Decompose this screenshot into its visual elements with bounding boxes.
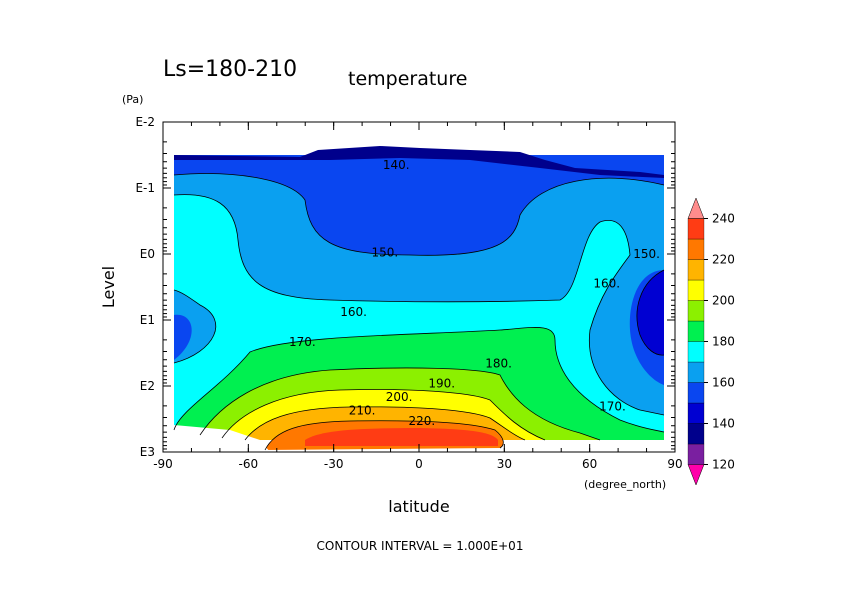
x-tick-label: 60 <box>582 457 597 471</box>
colorbar-swatch <box>687 320 705 342</box>
colorbar-label: 140 <box>712 417 735 431</box>
colorbar-swatch <box>687 402 705 424</box>
y-axis-label: Level <box>99 266 118 308</box>
colorbar-label: 120 <box>712 458 735 472</box>
colorbar-label: 240 <box>712 212 735 226</box>
contour-label-layer: 140. 150. 150. 160. 160. 170. 180. 190. 200. 210.… <box>289 158 660 428</box>
y-axis-units: (Pa) <box>122 93 143 106</box>
y-tick-label: E0 <box>140 247 155 261</box>
region-mask-bottom-right <box>560 442 675 452</box>
colorbar-swatch <box>687 382 705 404</box>
contour-label: 150. <box>633 247 660 261</box>
colorbar-swatch <box>687 361 705 383</box>
colorbar-swatch <box>687 197 705 219</box>
x-tick-label: -90 <box>153 457 173 471</box>
contour-160-left <box>173 289 217 364</box>
contour-label: 200. <box>386 390 413 404</box>
colorbar-swatch <box>687 238 705 260</box>
plot-fill-layer <box>163 146 675 452</box>
colorbar-label: 200 <box>712 294 735 308</box>
colorbar-swatch <box>687 464 705 486</box>
contour-200 <box>244 406 526 441</box>
colorbar-swatch <box>687 341 705 363</box>
title-period: Ls=180-210 <box>163 57 297 82</box>
contour-label: 160. <box>340 305 367 319</box>
title-variable: temperature <box>348 68 467 90</box>
contour-180 <box>199 367 601 441</box>
colorbar: 120 140 160 180 200 220 240 <box>687 197 735 486</box>
x-axis-label: latitude <box>388 497 449 516</box>
x-tick-label: 0 <box>415 457 423 471</box>
contour-label: 170. <box>599 399 626 413</box>
contour-label: 150. <box>372 246 399 260</box>
contour-150-right <box>636 269 665 356</box>
colorbar-swatch <box>687 218 705 240</box>
region-lobe-left <box>174 314 192 360</box>
contour-label: 220. <box>408 414 435 428</box>
x-tick-label: -60 <box>239 457 259 471</box>
region-top-edge <box>174 146 664 178</box>
contour-160-top <box>173 194 665 416</box>
contour-interval-note: CONTOUR INTERVAL = 1.000E+01 <box>317 539 524 553</box>
contour-label: 190. <box>428 376 455 390</box>
y-tick-label: E-1 <box>135 181 155 195</box>
colorbar-swatch <box>687 423 705 445</box>
x-axis: -90 -60 -30 0 30 60 90 <box>153 122 683 471</box>
colorbar-swatch <box>687 259 705 281</box>
contour-label: 180. <box>485 357 512 371</box>
contour-150 <box>173 173 665 256</box>
contour-lines <box>173 173 665 451</box>
contour-190 <box>221 389 546 441</box>
contour-210 <box>264 420 504 451</box>
colorbar-label: 160 <box>712 376 735 390</box>
y-tick-label: E3 <box>140 445 155 459</box>
y-tick-label: E1 <box>140 313 155 327</box>
contour-170 <box>173 327 665 433</box>
contour-label: 160. <box>593 277 620 291</box>
y-axis: E-2 E-1 E0 E1 E2 E3 <box>135 115 675 459</box>
y-tick-label: E2 <box>140 379 155 393</box>
region-lobe-right <box>637 270 664 356</box>
contour-label: 170. <box>289 335 316 349</box>
x-tick-label: 30 <box>497 457 512 471</box>
x-tick-label: -30 <box>324 457 344 471</box>
colorbar-label: 220 <box>712 253 735 267</box>
x-axis-units: (degree_north) <box>584 478 666 491</box>
colorbar-swatch <box>687 443 705 465</box>
region-mask-bottom <box>163 425 270 452</box>
region-220-230 <box>305 428 498 446</box>
colorbar-label: 180 <box>712 335 735 349</box>
y-tick-label: E-2 <box>135 115 155 129</box>
x-tick-label: 90 <box>667 457 682 471</box>
contour-label: 210. <box>349 403 376 417</box>
colorbar-swatch <box>687 300 705 322</box>
colorbar-swatch <box>687 279 705 301</box>
contour-label: 140. <box>383 158 410 172</box>
